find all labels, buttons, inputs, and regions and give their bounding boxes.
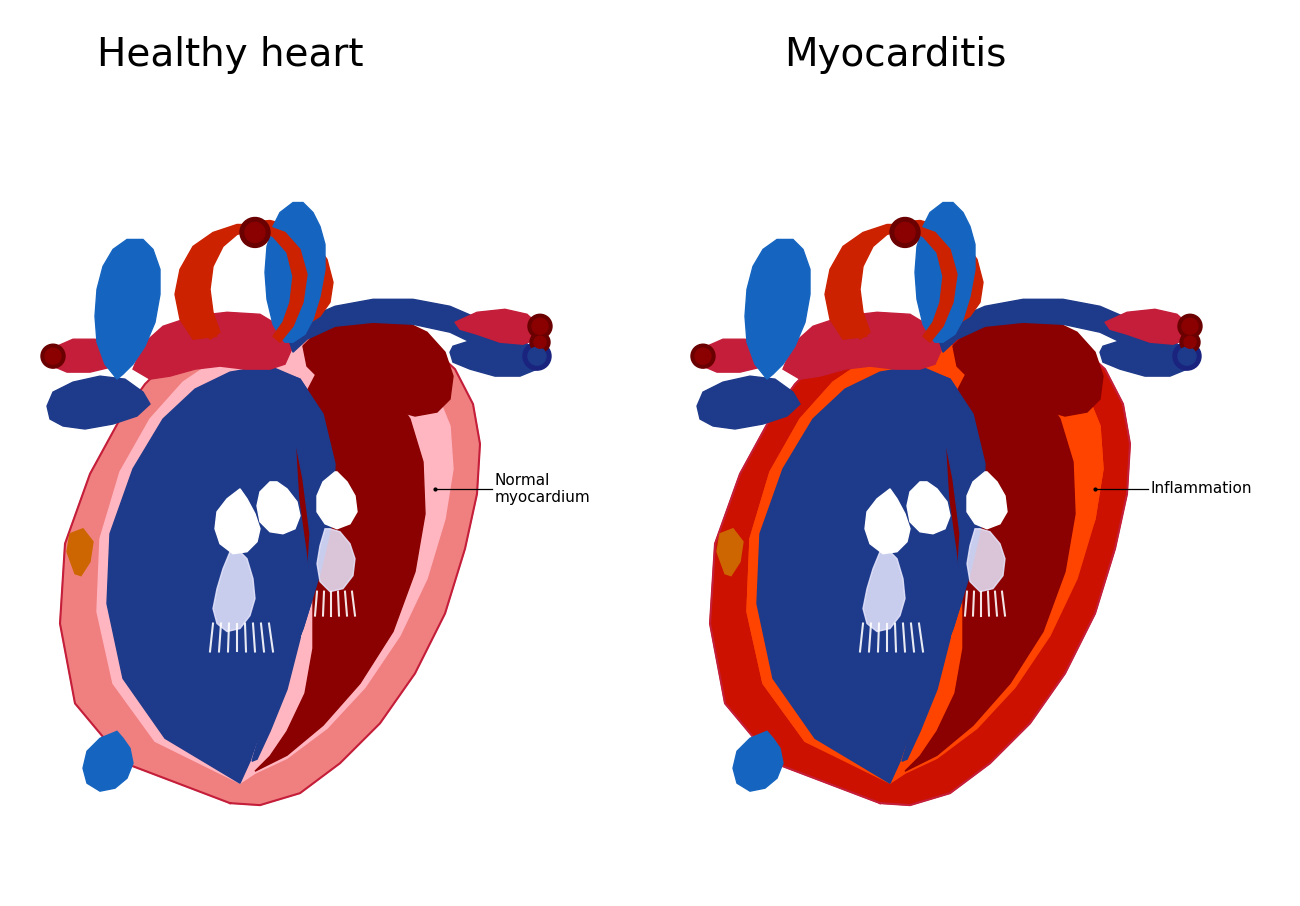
Polygon shape	[107, 366, 335, 783]
Polygon shape	[1105, 309, 1190, 344]
Polygon shape	[95, 239, 160, 379]
Circle shape	[530, 333, 550, 352]
Polygon shape	[98, 344, 452, 783]
Polygon shape	[699, 339, 790, 372]
Polygon shape	[718, 529, 744, 575]
Polygon shape	[195, 220, 333, 339]
Text: Healthy heart: Healthy heart	[96, 36, 363, 74]
Circle shape	[692, 344, 715, 368]
Polygon shape	[747, 344, 1102, 783]
Polygon shape	[745, 239, 810, 379]
Polygon shape	[265, 203, 325, 342]
Polygon shape	[252, 364, 335, 761]
Circle shape	[523, 342, 551, 371]
Circle shape	[528, 314, 552, 338]
Polygon shape	[864, 489, 910, 554]
Polygon shape	[49, 339, 140, 372]
Polygon shape	[757, 366, 985, 783]
Polygon shape	[937, 299, 1186, 364]
Circle shape	[42, 344, 65, 368]
Polygon shape	[60, 326, 480, 805]
Text: www.alamy.com: www.alamy.com	[1191, 879, 1280, 890]
Polygon shape	[214, 489, 260, 554]
Text: Inflammation: Inflammation	[1150, 481, 1252, 496]
Text: Myocarditis: Myocarditis	[784, 36, 1006, 74]
Polygon shape	[953, 316, 1102, 416]
Circle shape	[240, 217, 270, 247]
Polygon shape	[68, 529, 94, 575]
Circle shape	[532, 318, 549, 334]
Polygon shape	[1100, 336, 1190, 376]
Polygon shape	[733, 731, 783, 791]
Polygon shape	[213, 552, 255, 631]
Polygon shape	[967, 529, 1005, 592]
Circle shape	[1182, 318, 1199, 334]
Circle shape	[1184, 336, 1196, 348]
Polygon shape	[907, 482, 950, 534]
Polygon shape	[905, 366, 1075, 771]
Circle shape	[1180, 333, 1200, 352]
Polygon shape	[47, 376, 150, 429]
Polygon shape	[133, 313, 292, 379]
Polygon shape	[450, 336, 540, 376]
Circle shape	[1178, 347, 1196, 365]
Circle shape	[696, 348, 711, 364]
Polygon shape	[915, 203, 975, 342]
Polygon shape	[255, 366, 425, 771]
Polygon shape	[845, 220, 983, 339]
Circle shape	[46, 348, 61, 364]
Polygon shape	[317, 472, 358, 529]
Circle shape	[1178, 314, 1202, 338]
Polygon shape	[317, 529, 355, 592]
Text: Normal
myocardium: Normal myocardium	[495, 473, 590, 505]
Polygon shape	[455, 309, 540, 344]
Polygon shape	[826, 225, 957, 342]
Text: Image ID: 2XP6Y2X: Image ID: 2XP6Y2X	[1173, 854, 1280, 865]
Polygon shape	[287, 299, 536, 364]
Polygon shape	[783, 313, 942, 379]
Circle shape	[534, 336, 546, 348]
Circle shape	[1173, 342, 1201, 371]
Polygon shape	[257, 482, 300, 534]
Polygon shape	[863, 552, 905, 631]
Circle shape	[528, 347, 546, 365]
Polygon shape	[176, 225, 307, 342]
Circle shape	[891, 217, 920, 247]
Polygon shape	[747, 344, 1102, 783]
Polygon shape	[303, 316, 452, 416]
Polygon shape	[967, 472, 1008, 529]
Polygon shape	[750, 352, 1100, 788]
Polygon shape	[902, 364, 985, 761]
Polygon shape	[710, 326, 1130, 805]
Circle shape	[894, 223, 915, 243]
Text: alamy: alamy	[20, 862, 95, 882]
Polygon shape	[697, 376, 800, 429]
Circle shape	[244, 223, 265, 243]
Polygon shape	[83, 731, 133, 791]
